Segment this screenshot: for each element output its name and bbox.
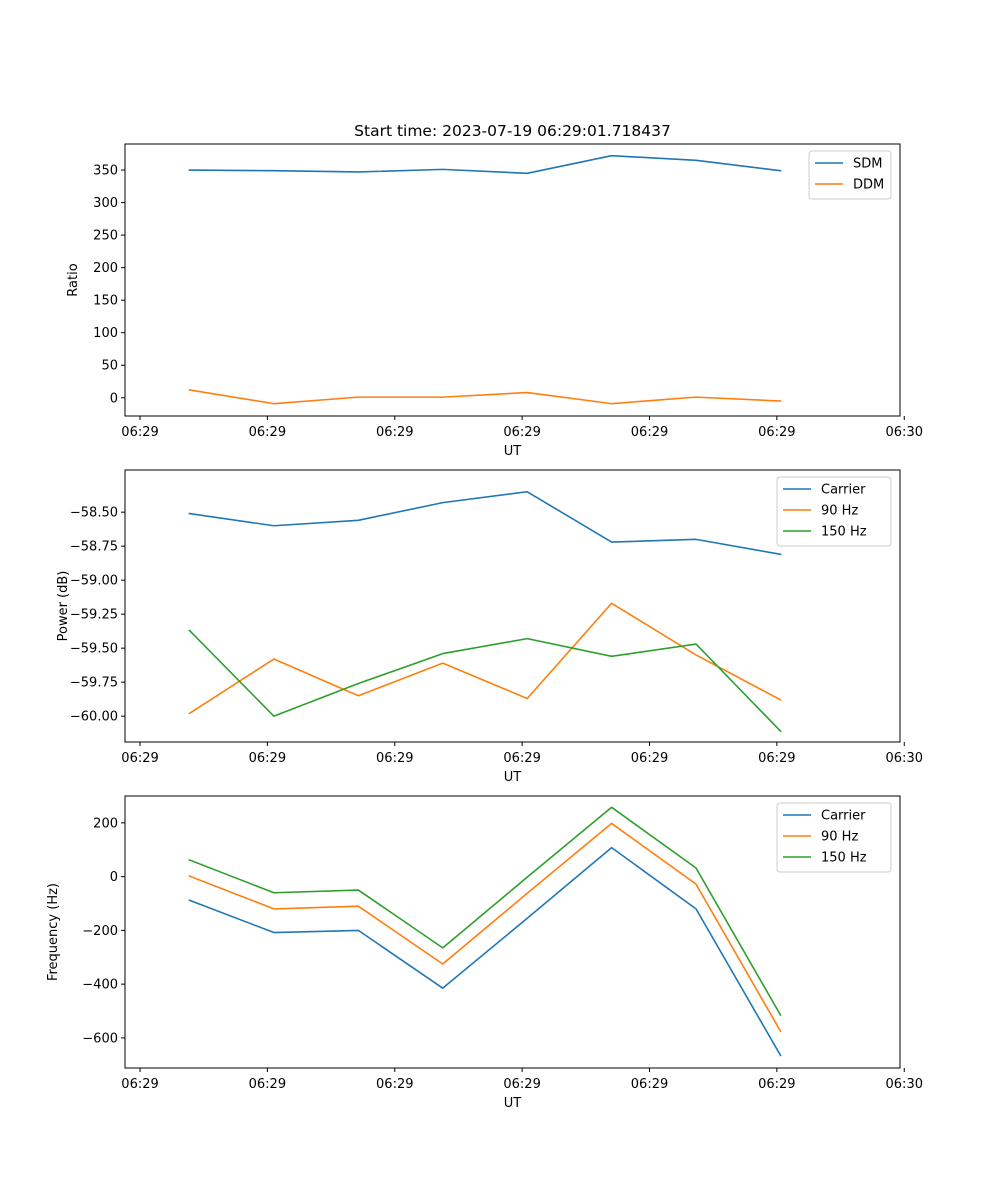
x-tick-label: 06:29 bbox=[631, 425, 668, 440]
legend-box bbox=[776, 476, 892, 547]
x-tick-label: 06:29 bbox=[631, 1077, 668, 1092]
y-tick-label: −58.50 bbox=[70, 506, 118, 521]
legend: Carrier 90 Hz 150 Hz bbox=[776, 802, 892, 873]
y-tick-label: −600 bbox=[82, 1031, 118, 1046]
y-tick-label: −60.00 bbox=[70, 710, 118, 725]
x-tick-label: 06:29 bbox=[631, 751, 668, 766]
series-line-150-hz bbox=[188, 629, 782, 733]
y-tick-label: 0 bbox=[110, 391, 118, 406]
legend-label: SDM bbox=[853, 157, 882, 172]
series-line-carrier bbox=[188, 490, 782, 556]
legend-label: 90 Hz bbox=[821, 504, 858, 519]
y-tick-label: −400 bbox=[82, 978, 118, 993]
plot-frame bbox=[124, 143, 901, 417]
legend: SDM DDM bbox=[808, 150, 892, 200]
x-tick-label: 06:30 bbox=[886, 751, 923, 766]
y-tick-label: 200 bbox=[93, 261, 118, 276]
plot-frame bbox=[124, 469, 901, 743]
x-axis-label: UT bbox=[504, 444, 522, 459]
y-tick-label: 50 bbox=[101, 359, 118, 374]
x-tick-label: 06:29 bbox=[121, 751, 158, 766]
series-line-90-hz bbox=[188, 602, 782, 715]
x-tick-label: 06:29 bbox=[249, 1077, 286, 1092]
series-line-sdm bbox=[188, 154, 782, 175]
y-tick-label: −59.50 bbox=[70, 642, 118, 657]
x-tick-label: 06:30 bbox=[886, 425, 923, 440]
x-tick-label: 06:29 bbox=[376, 425, 413, 440]
chart-1: Start time: 2023-07-19 06:29:01.718437 0 5… bbox=[66, 122, 923, 459]
x-tick-label: 06:29 bbox=[249, 425, 286, 440]
legend-label: 90 Hz bbox=[821, 830, 858, 845]
x-tick-label: 06:29 bbox=[503, 751, 540, 766]
x-axis-label: UT bbox=[504, 770, 522, 785]
y-axis-label: Power (dB) bbox=[56, 571, 71, 642]
y-tick-label: −59.25 bbox=[70, 608, 118, 623]
y-tick-label: 250 bbox=[93, 229, 118, 244]
legend-label: 150 Hz bbox=[821, 851, 867, 866]
series-line-90-hz bbox=[188, 822, 782, 1033]
y-tick-label: −59.75 bbox=[70, 676, 118, 691]
x-tick-label: 06:29 bbox=[503, 425, 540, 440]
x-tick-label: 06:29 bbox=[758, 751, 795, 766]
x-tick-label: 06:29 bbox=[376, 1077, 413, 1092]
y-tick-label: −200 bbox=[82, 924, 118, 939]
legend-label: 150 Hz bbox=[821, 525, 867, 540]
y-tick-label: 200 bbox=[93, 816, 118, 831]
x-tick-label: 06:29 bbox=[121, 425, 158, 440]
legend-label: DDM bbox=[853, 178, 884, 193]
legend-box bbox=[776, 802, 892, 873]
y-tick-label: −59.00 bbox=[70, 574, 118, 589]
y-tick-label: 0 bbox=[110, 870, 118, 885]
y-tick-label: 100 bbox=[93, 326, 118, 341]
x-tick-label: 06:29 bbox=[249, 751, 286, 766]
series-line-150-hz bbox=[188, 806, 782, 1017]
chart-3: −600 −400 −200 0 200 06:29 06:29 06:29 06:29 06:2… bbox=[46, 795, 923, 1111]
x-tick-label: 06:29 bbox=[503, 1077, 540, 1092]
series-line-carrier bbox=[188, 846, 782, 1057]
y-tick-label: 300 bbox=[93, 196, 118, 211]
legend-label: Carrier bbox=[821, 809, 866, 824]
legend-label: Carrier bbox=[821, 483, 866, 498]
series-line-ddm bbox=[188, 389, 782, 405]
legend: Carrier 90 Hz 150 Hz bbox=[776, 476, 892, 547]
y-axis-label: Frequency (Hz) bbox=[46, 883, 61, 981]
x-axis-label: UT bbox=[504, 1096, 522, 1111]
y-tick-label: 150 bbox=[93, 294, 118, 309]
y-tick-label: 350 bbox=[93, 164, 118, 179]
y-axis-label: Ratio bbox=[66, 263, 81, 296]
y-tick-label: −58.75 bbox=[70, 540, 118, 555]
x-tick-label: 06:30 bbox=[886, 1077, 923, 1092]
x-tick-label: 06:29 bbox=[121, 1077, 158, 1092]
chart-title: Start time: 2023-07-19 06:29:01.718437 bbox=[354, 122, 671, 140]
chart-2: −60.00 −59.75 −59.50 −59.25 −59.00 −58.75 −58.… bbox=[56, 469, 923, 785]
x-tick-label: 06:29 bbox=[376, 751, 413, 766]
x-tick-label: 06:29 bbox=[758, 1077, 795, 1092]
plot-frame bbox=[124, 795, 901, 1069]
x-tick-label: 06:29 bbox=[758, 425, 795, 440]
